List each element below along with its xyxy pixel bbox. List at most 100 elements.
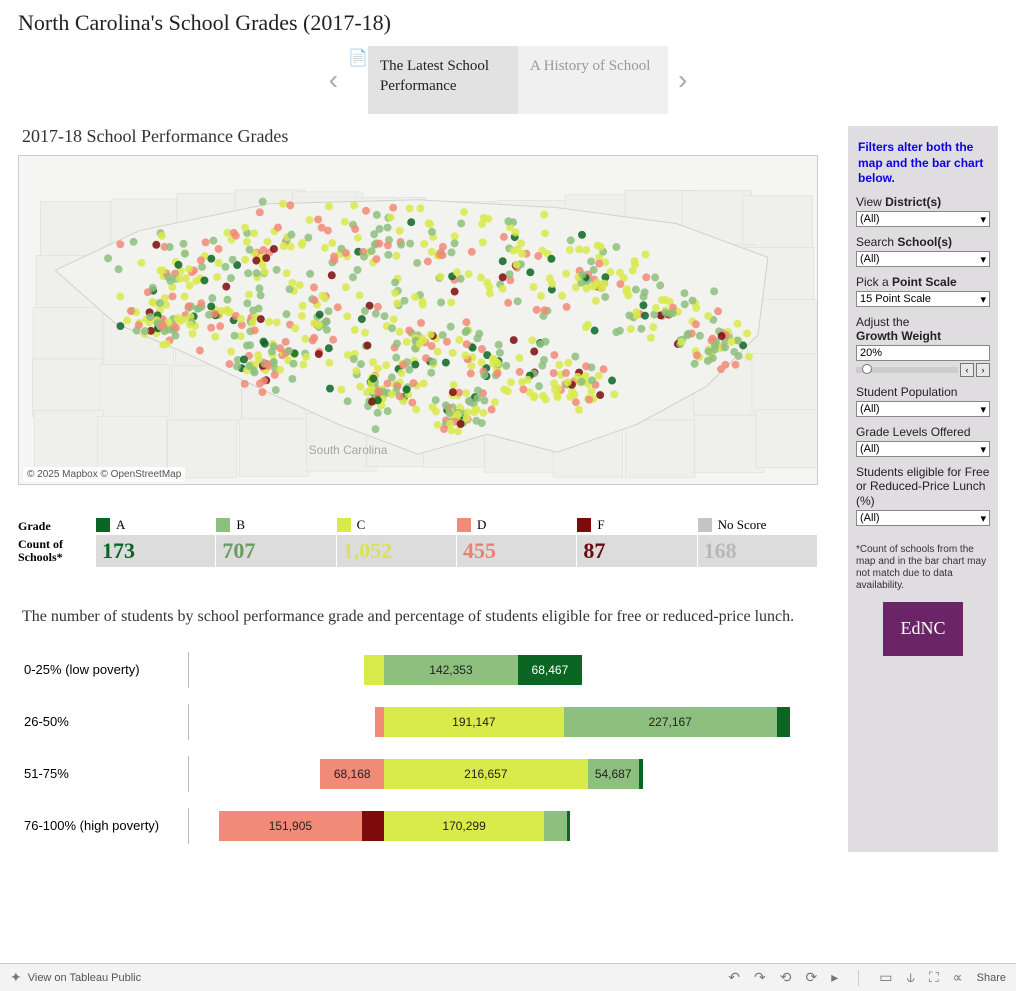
school-dot[interactable] [127,307,135,315]
school-dot[interactable] [550,369,558,377]
school-dot[interactable] [517,239,525,247]
school-dot[interactable] [262,254,270,262]
school-dot[interactable] [500,386,508,394]
school-dot[interactable] [447,248,455,256]
school-dot[interactable] [306,270,314,278]
school-dot[interactable] [245,362,253,370]
school-dot[interactable] [717,365,725,373]
school-dot[interactable] [669,309,677,317]
school-dot[interactable] [254,351,262,359]
school-dot[interactable] [273,318,281,326]
school-dot[interactable] [439,243,447,251]
school-dot[interactable] [342,249,350,257]
school-dot[interactable] [624,292,632,300]
school-dot[interactable] [256,208,264,216]
school-dot[interactable] [268,348,276,356]
school-dot[interactable] [310,319,318,327]
school-dot[interactable] [384,407,392,415]
school-dot[interactable] [450,381,458,389]
school-dot[interactable] [393,299,401,307]
school-dot[interactable] [189,330,197,338]
school-dot[interactable] [389,204,397,212]
school-dot[interactable] [732,361,740,369]
school-dot[interactable] [540,211,548,219]
school-dot[interactable] [351,326,359,334]
school-dot[interactable] [649,323,657,331]
school-dot[interactable] [446,409,454,417]
school-dot[interactable] [185,302,193,310]
school-dot[interactable] [566,246,574,254]
school-dot[interactable] [283,269,291,277]
school-dot[interactable] [601,293,609,301]
school-dot[interactable] [575,406,583,414]
school-dot[interactable] [571,353,579,361]
school-dot[interactable] [555,361,563,369]
school-dot[interactable] [246,246,254,254]
school-dot[interactable] [186,321,194,329]
gradelevels-select[interactable]: (All)▾ [856,441,990,457]
school-dot[interactable] [515,354,523,362]
school-dot[interactable] [467,370,475,378]
school-dot[interactable] [473,334,481,342]
school-dot[interactable] [403,338,411,346]
school-dot[interactable] [361,329,369,337]
school-dot[interactable] [334,303,342,311]
pointscale-select[interactable]: 15 Point Scale▾ [856,291,990,307]
school-dot[interactable] [328,271,336,279]
school-dot[interactable] [314,216,322,224]
school-dot[interactable] [324,227,332,235]
school-dot[interactable] [500,233,508,241]
school-dot[interactable] [462,389,470,397]
school-dot[interactable] [273,266,281,274]
share-icon[interactable]: ∝ [953,969,963,986]
school-dot[interactable] [407,218,415,226]
school-dot[interactable] [661,308,669,316]
school-dot[interactable] [363,341,371,349]
school-dot[interactable] [350,355,358,363]
school-dot[interactable] [232,232,240,240]
school-dot[interactable] [418,298,426,306]
school-dot[interactable] [539,392,547,400]
school-dot[interactable] [349,273,357,281]
school-dot[interactable] [530,283,538,291]
school-dot[interactable] [467,362,475,370]
school-dot[interactable] [455,336,463,344]
school-dot[interactable] [372,310,380,318]
school-dot[interactable] [260,338,268,346]
school-dot[interactable] [412,405,420,413]
view-on-tableau-link[interactable]: View on Tableau Public [28,972,141,984]
share-button[interactable]: Share [977,972,1006,984]
school-dot[interactable] [156,299,164,307]
school-dot[interactable] [563,303,571,311]
school-dot[interactable] [631,257,639,265]
school-dot[interactable] [256,284,264,292]
school-dot[interactable] [369,375,377,383]
school-dot[interactable] [462,328,470,336]
school-dot[interactable] [610,390,618,398]
school-dot[interactable] [530,348,538,356]
growth-prev-button[interactable]: ‹ [960,363,974,377]
school-dot[interactable] [325,359,333,367]
school-dot[interactable] [265,318,273,326]
school-dot[interactable] [272,386,280,394]
school-dot[interactable] [374,303,382,311]
school-dot[interactable] [711,341,719,349]
school-dot[interactable] [689,297,697,305]
school-dot[interactable] [230,332,238,340]
school-dot[interactable] [146,313,154,321]
school-dot[interactable] [329,336,337,344]
school-dot[interactable] [357,360,365,368]
school-dot[interactable] [354,234,362,242]
school-dot[interactable] [434,348,442,356]
school-dot[interactable] [196,347,204,355]
school-dot[interactable] [425,219,433,227]
school-dot[interactable] [261,268,269,276]
school-dot[interactable] [328,239,336,247]
download-icon[interactable]: ⫝ [906,969,914,986]
growth-slider[interactable]: ‹ › [856,363,990,377]
school-dot[interactable] [310,334,318,342]
school-dot[interactable] [302,353,310,361]
school-dot[interactable] [567,236,575,244]
school-dot[interactable] [207,255,215,263]
school-dot[interactable] [640,293,648,301]
